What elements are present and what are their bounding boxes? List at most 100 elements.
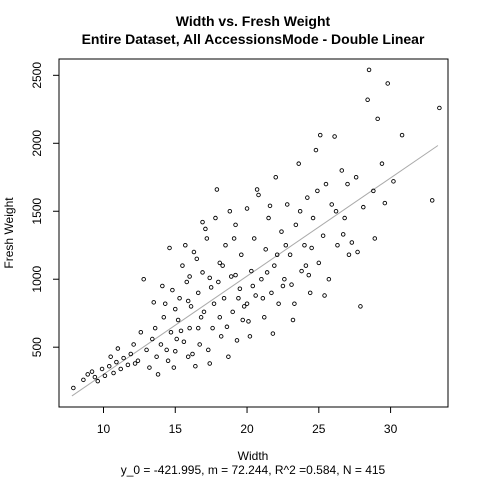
data-point xyxy=(108,354,113,359)
data-point xyxy=(170,287,175,293)
data-point xyxy=(177,296,182,301)
data-point xyxy=(297,208,303,214)
data-point xyxy=(99,366,105,372)
fit-summary: y_0 = -421.995, m = 72.244, R^2 =0.584, … xyxy=(121,463,386,477)
data-point xyxy=(160,283,165,289)
data-point xyxy=(316,260,322,266)
data-point xyxy=(183,242,188,248)
data-point xyxy=(171,365,177,370)
data-point xyxy=(269,290,274,296)
data-points xyxy=(71,67,442,391)
data-point xyxy=(185,354,191,359)
data-point xyxy=(233,222,238,228)
data-point xyxy=(266,215,271,221)
data-point xyxy=(274,252,280,257)
x-tick-label: 30 xyxy=(384,422,398,436)
data-point xyxy=(214,187,220,192)
data-point xyxy=(187,325,192,331)
data-point xyxy=(264,270,270,275)
data-point xyxy=(372,236,378,241)
data-point xyxy=(154,354,159,359)
y-tick-label: 2500 xyxy=(30,62,44,89)
regression-line xyxy=(71,145,439,397)
data-point xyxy=(240,317,245,323)
data-point xyxy=(429,198,435,203)
data-point xyxy=(329,202,334,207)
data-point xyxy=(151,300,156,305)
data-point xyxy=(276,301,281,306)
data-point xyxy=(315,188,320,194)
data-point xyxy=(181,339,187,345)
data-point xyxy=(247,334,253,339)
data-point xyxy=(190,351,195,357)
data-point xyxy=(326,276,332,282)
data-point xyxy=(399,132,405,138)
y-tick-label: 1000 xyxy=(30,266,44,293)
data-point xyxy=(289,282,294,287)
data-point xyxy=(254,187,260,192)
data-point xyxy=(81,377,86,383)
y-axis: 500 1000 1500 2000 2500 xyxy=(30,62,59,357)
data-point xyxy=(144,347,149,353)
data-point xyxy=(244,301,250,306)
data-point xyxy=(272,263,277,268)
data-point xyxy=(227,208,233,214)
data-point xyxy=(188,304,194,309)
data-point xyxy=(231,236,237,241)
data-point xyxy=(371,188,376,194)
data-point xyxy=(332,134,337,139)
data-point xyxy=(284,202,290,207)
data-point xyxy=(141,276,146,282)
data-point xyxy=(241,304,247,309)
x-tick-label: 25 xyxy=(312,422,326,436)
data-point xyxy=(246,319,251,324)
data-point xyxy=(178,328,184,334)
data-point xyxy=(353,175,359,180)
data-point xyxy=(260,296,266,301)
data-point xyxy=(249,268,254,274)
data-point xyxy=(132,361,138,366)
data-point xyxy=(290,317,296,323)
data-point xyxy=(194,256,200,262)
data-point xyxy=(184,279,190,285)
data-point xyxy=(342,215,347,221)
data-point xyxy=(287,252,293,257)
data-point xyxy=(106,363,112,369)
x-tick-label: 15 xyxy=(169,422,183,436)
data-point xyxy=(236,296,241,301)
data-point xyxy=(135,358,141,364)
data-point xyxy=(118,366,123,372)
data-point xyxy=(333,208,339,214)
x-tick-label: 20 xyxy=(240,422,254,436)
y-axis-label: Fresh Weight xyxy=(2,197,16,269)
data-point xyxy=(187,274,192,279)
data-point xyxy=(71,385,76,391)
data-point xyxy=(180,263,185,268)
data-point xyxy=(358,304,363,309)
data-point xyxy=(345,181,350,187)
data-point xyxy=(217,315,223,320)
data-point xyxy=(313,147,319,153)
data-point xyxy=(323,181,329,187)
data-point xyxy=(208,285,214,290)
data-point xyxy=(210,325,215,331)
data-point xyxy=(173,306,178,312)
data-point xyxy=(206,347,211,353)
data-point xyxy=(224,324,230,330)
data-point xyxy=(310,215,316,221)
data-point xyxy=(251,236,257,241)
data-point xyxy=(168,329,174,335)
data-point xyxy=(244,206,250,211)
data-point xyxy=(200,270,205,275)
data-point xyxy=(365,97,370,103)
data-point xyxy=(283,242,289,248)
data-point xyxy=(158,342,164,347)
data-point xyxy=(111,370,116,376)
data-point xyxy=(147,365,152,370)
data-point xyxy=(355,249,360,255)
data-point xyxy=(366,67,372,73)
data-point xyxy=(216,279,221,285)
data-point xyxy=(213,215,218,221)
data-point xyxy=(220,263,225,268)
